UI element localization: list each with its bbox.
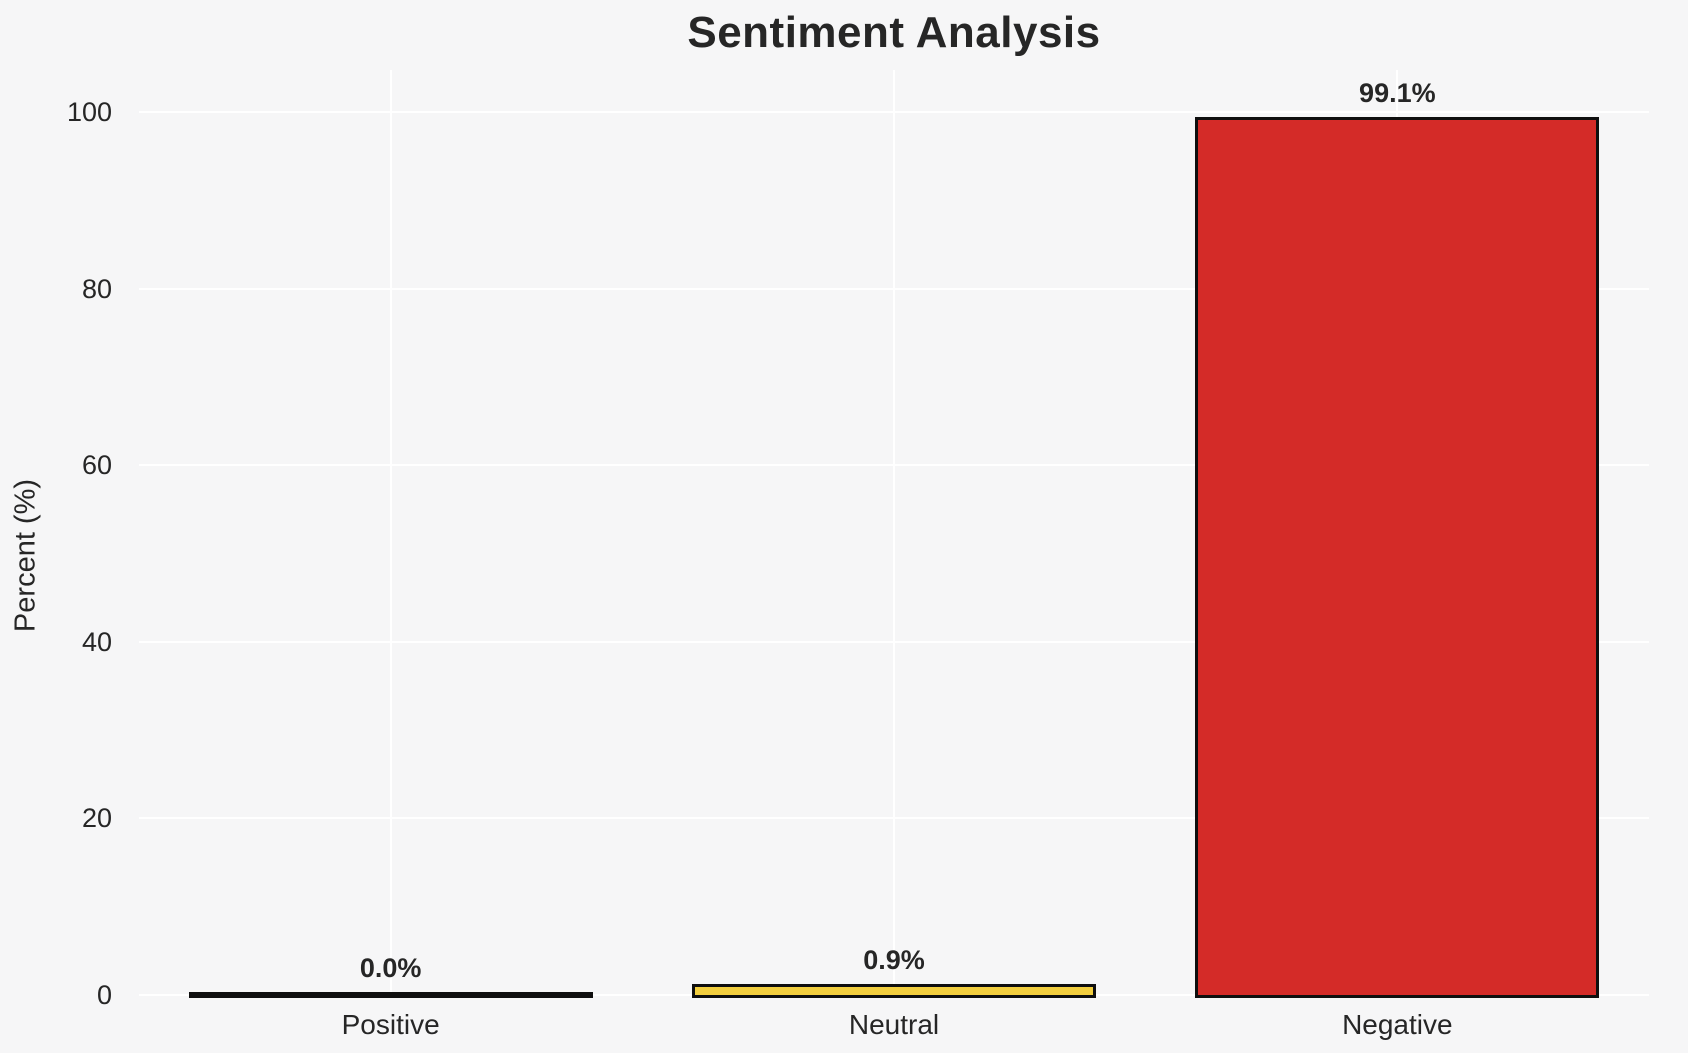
y-tick-label: 80 xyxy=(81,273,112,304)
y-axis-label: Percent (%) xyxy=(9,478,42,633)
y-tick-label: 20 xyxy=(81,803,112,834)
bar-value-label: 0.0% xyxy=(359,953,422,983)
y-tick-label: 0 xyxy=(96,980,112,1010)
y-tick-label: 40 xyxy=(81,626,112,657)
gridline-vertical xyxy=(893,70,895,995)
bar-neutral xyxy=(692,984,1096,998)
y-tick-label: 60 xyxy=(81,450,112,481)
bar-value-label: 99.1% xyxy=(1359,77,1436,108)
gridline-vertical xyxy=(389,70,392,995)
bar-value-label: 0.9% xyxy=(863,945,925,976)
x-tick-label-neutral: Neutral xyxy=(848,1009,940,1040)
bar-positive xyxy=(188,992,593,998)
x-tick-label-positive: Positive xyxy=(341,1009,440,1040)
y-tick-label: 100 xyxy=(66,97,112,127)
chart-title: Sentiment Analysis xyxy=(687,8,1101,57)
x-tick-label-negative: Negative xyxy=(1342,1009,1453,1040)
bar-negative xyxy=(1195,116,1600,998)
